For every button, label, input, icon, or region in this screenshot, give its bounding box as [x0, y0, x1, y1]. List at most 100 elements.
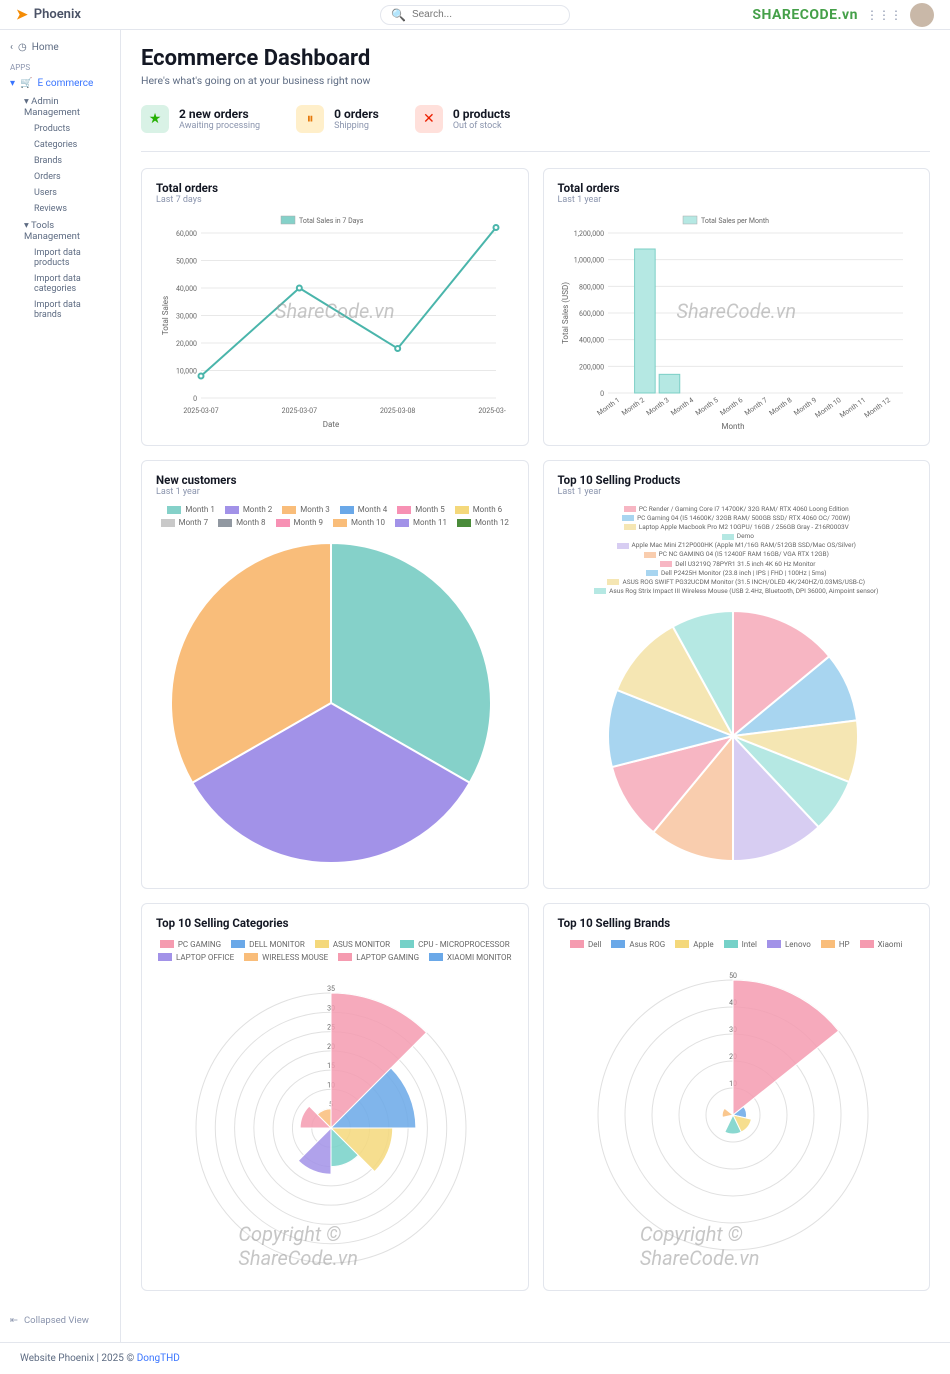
- card-title: Total orders: [156, 181, 514, 195]
- nav-section-apps: APPS: [0, 57, 120, 74]
- nav-admin-item[interactable]: Categories: [0, 137, 120, 153]
- stat-sub: Awaiting processing: [179, 121, 260, 131]
- legend-item: Dell: [570, 940, 601, 949]
- avatar[interactable]: [910, 3, 934, 27]
- caret-down-icon: ▾: [10, 78, 15, 89]
- legend-line: PC Gaming 04 (I5 14600K/ 32GB RAM/ 500GB…: [558, 514, 916, 523]
- legend-item: LAPTOP OFFICE: [158, 953, 234, 962]
- legend-item: Intel: [724, 940, 757, 949]
- legend-line: Dell U3219Q 78PYR1 31.5 inch 4K 60 Hz Mo…: [558, 560, 916, 569]
- svg-text:Month 12: Month 12: [862, 396, 891, 420]
- search-input[interactable]: [412, 9, 559, 20]
- svg-text:800,000: 800,000: [579, 283, 604, 291]
- stat-sub: Out of stock: [453, 121, 511, 131]
- card-total-orders-1y: Total orders Last 1 year Total Sales per…: [543, 168, 931, 446]
- stats-row: ★ 2 new orders Awaiting processing⏸ 0 or…: [141, 105, 930, 133]
- polar-chart-categories: 5101520253035: [156, 968, 506, 1278]
- svg-text:200,000: 200,000: [579, 363, 604, 371]
- nav-admin-mgmt[interactable]: ▾ Admin Management: [0, 93, 120, 121]
- legend-line: PC NC GAMING 04 (I5 12400F RAM 16GB/ VGA…: [558, 550, 916, 559]
- stat-title: 0 orders: [334, 107, 379, 121]
- topbar: ➤ Phoenix 🔍 SHARECODE.vn ⋮⋮⋮: [0, 0, 950, 30]
- legend-item: Month 5: [397, 505, 444, 514]
- phoenix-logo-icon: ➤: [16, 7, 28, 23]
- stat-sub: Shipping: [334, 121, 379, 131]
- caret-icon: ‹: [10, 42, 13, 53]
- svg-text:400,000: 400,000: [579, 337, 604, 345]
- svg-text:Total Sales per Month: Total Sales per Month: [701, 217, 769, 225]
- card-title: Top 10 Selling Brands: [558, 916, 916, 930]
- nav-admin-item[interactable]: Products: [0, 121, 120, 137]
- stat-title: 0 products: [453, 107, 511, 121]
- card-top-products: Top 10 Selling Products Last 1 year PC R…: [543, 460, 931, 889]
- legend-item: PC GAMING: [160, 940, 221, 949]
- caret-down-icon: ▾: [24, 96, 29, 107]
- page-title: Ecommerce Dashboard: [141, 46, 930, 71]
- nav-tools-item[interactable]: Import data categories: [0, 271, 120, 297]
- legend-item: Month 7: [161, 518, 208, 527]
- stat: ★ 2 new orders Awaiting processing: [141, 105, 260, 133]
- nav-tools-item[interactable]: Import data brands: [0, 297, 120, 323]
- legend-item: Xiaomi: [860, 940, 903, 949]
- nav-tools-item[interactable]: Import data products: [0, 245, 120, 271]
- svg-text:Month 2: Month 2: [620, 396, 646, 417]
- legend-item: Asus ROG: [611, 940, 665, 949]
- card-sub: Last 1 year: [558, 195, 916, 205]
- card-sub: Last 1 year: [558, 487, 916, 497]
- nav-ecommerce[interactable]: ▾ 🛒 E commerce: [0, 74, 120, 93]
- legend-item: Month 3: [282, 505, 329, 514]
- watermark-logo: SHARECODE.vn: [752, 7, 858, 23]
- stat-icon: ✕: [415, 105, 443, 133]
- cart-icon: 🛒: [20, 78, 32, 89]
- polar-legend: PC GAMINGDELL MONITORASUS MONITORCPU - M…: [156, 940, 514, 962]
- legend-item: DELL MONITOR: [231, 940, 305, 949]
- search-box[interactable]: 🔍: [380, 5, 570, 25]
- polar-legend: Dell Asus ROG Apple Intel Lenovo HP Xiaomi: [558, 940, 916, 949]
- svg-text:Month 11: Month 11: [838, 396, 867, 420]
- legend-item: Month 11: [395, 518, 447, 527]
- svg-text:2025-03-07: 2025-03-07: [282, 407, 317, 415]
- legend-line: Demo: [558, 532, 916, 541]
- legend-item: Month 10: [333, 518, 385, 527]
- nav-admin-item[interactable]: Orders: [0, 169, 120, 185]
- card-top-categories: Top 10 Selling Categories PC GAMING DELL …: [141, 903, 529, 1291]
- collapsed-view[interactable]: ⇤ Collapsed View: [0, 1307, 120, 1334]
- brand[interactable]: ➤ Phoenix: [16, 7, 81, 23]
- footer-author-link[interactable]: DongTHD: [137, 1353, 180, 1364]
- collapsed-label: Collapsed View: [24, 1315, 89, 1326]
- svg-text:Total Sales (USD): Total Sales (USD): [561, 282, 570, 344]
- svg-text:0: 0: [193, 395, 197, 403]
- legend-item: LAPTOP GAMING: [338, 953, 419, 962]
- legend-item: Lenovo: [767, 940, 811, 949]
- bar-chart: Total Sales per Month0200,000400,000600,…: [558, 213, 908, 433]
- svg-text:1,200,000: 1,200,000: [573, 230, 603, 238]
- nav-admin-item[interactable]: Brands: [0, 153, 120, 169]
- svg-text:Month 7: Month 7: [743, 396, 769, 417]
- divider: [141, 151, 930, 152]
- svg-text:Month 10: Month 10: [813, 396, 842, 420]
- card-total-orders-7d: Total orders Last 7 days Total Sales in …: [141, 168, 529, 446]
- legend-item: Apple: [675, 940, 713, 949]
- apps-grid-icon[interactable]: ⋮⋮⋮: [866, 8, 902, 22]
- svg-text:600,000: 600,000: [579, 310, 604, 318]
- legend-item: Month 1: [167, 505, 214, 514]
- legend-item: HP: [821, 940, 850, 949]
- footer: Website Phoenix | 2025 © DongTHD: [0, 1342, 950, 1374]
- clock-icon: ◷: [18, 42, 27, 53]
- nav-home[interactable]: ‹ ◷ Home: [0, 38, 120, 57]
- legend-line: Dell P2425H Monitor (23.8 inch | IPS | F…: [558, 569, 916, 578]
- nav-tools-mgmt[interactable]: ▾ Tools Management: [0, 217, 120, 245]
- card-title: Top 10 Selling Categories: [156, 916, 514, 930]
- card-title: Top 10 Selling Products: [558, 473, 916, 487]
- svg-text:60,000: 60,000: [176, 230, 197, 238]
- svg-text:35: 35: [327, 985, 335, 993]
- card-title: New customers: [156, 473, 514, 487]
- nav-admin-item[interactable]: Users: [0, 185, 120, 201]
- svg-text:2025-03-08: 2025-03-08: [478, 407, 506, 415]
- nav-admin-item[interactable]: Reviews: [0, 201, 120, 217]
- legend-item: Month 9: [276, 518, 323, 527]
- legend-line: ASUS ROG SWIFT PG32UCDM Monitor (31.5 IN…: [558, 578, 916, 587]
- card-top-brands: Top 10 Selling Brands Dell Asus ROG Apple I…: [543, 903, 931, 1291]
- polar-chart-brands: 1020304050: [558, 955, 908, 1265]
- nav-home-label: Home: [32, 42, 59, 53]
